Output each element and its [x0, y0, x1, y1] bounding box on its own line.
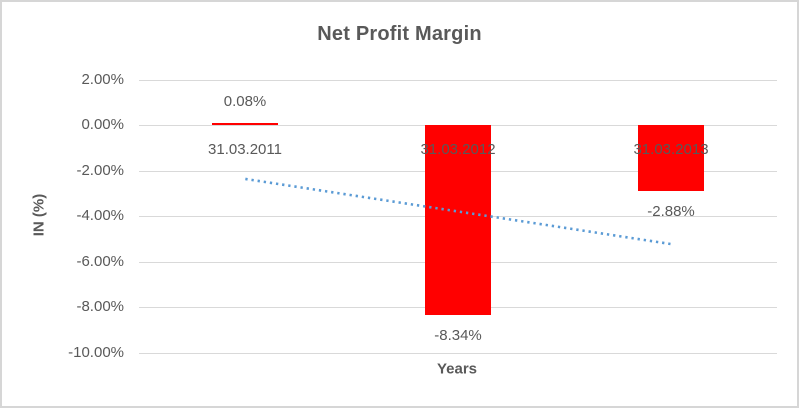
y-axis-tick-label: 0.00%	[81, 116, 124, 133]
chart-title: Net Profit Margin	[317, 23, 482, 45]
y-axis-tick-label: -8.00%	[76, 298, 124, 315]
y-axis-tick-label: 2.00%	[81, 71, 124, 88]
category-label: 31.03.2012	[420, 141, 496, 158]
data-label: 0.08%	[223, 93, 267, 110]
bar-31.03.2011	[212, 123, 278, 125]
x-axis-title: Years	[436, 360, 478, 378]
category-label: 31.03.2011	[208, 141, 282, 158]
category-label: 31.03.2013	[633, 141, 709, 158]
y-axis-tick-label: -2.00%	[76, 162, 124, 179]
data-label: -2.88%	[647, 203, 695, 220]
gridline	[139, 353, 777, 354]
y-axis-tick-label: -10.00%	[68, 344, 124, 361]
gridline	[139, 80, 777, 81]
y-axis-tick-label: -4.00%	[76, 207, 124, 224]
data-label: -8.34%	[434, 327, 482, 344]
y-axis-tick-label: -6.00%	[76, 253, 124, 270]
